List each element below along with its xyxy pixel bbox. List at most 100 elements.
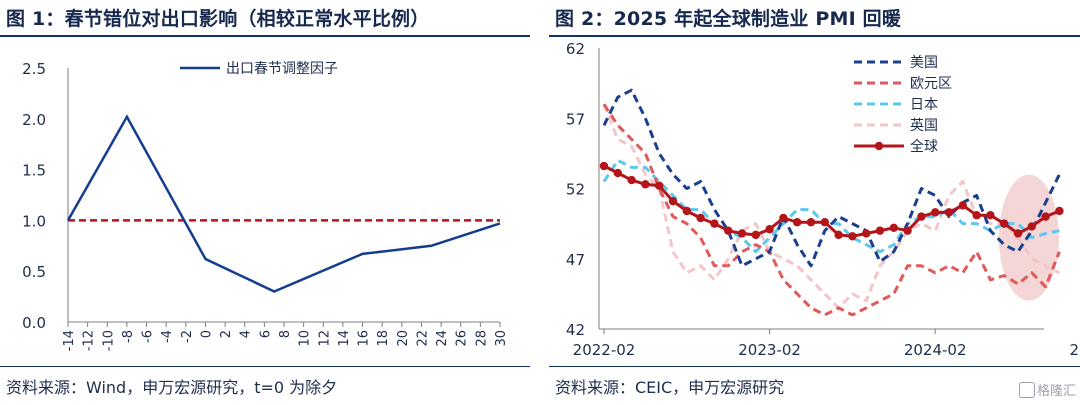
right-legend-label: 英国 (910, 117, 938, 134)
left-y-tick-label: 1.0 (22, 212, 46, 230)
right-series-marker (682, 206, 691, 216)
watermark: 格隆汇 (1018, 380, 1076, 399)
right-source-rule (549, 366, 1080, 367)
right-series-marker (806, 218, 816, 227)
right-y-tick-label: 42 (566, 321, 585, 339)
left-x-tick-label: -12 (82, 330, 97, 351)
left-chart-title: 图 1：春节错位对出口影响（相较正常水平比例） (6, 8, 430, 30)
left-y-tick-label: 0.5 (22, 263, 46, 281)
right-series-marker (834, 230, 843, 240)
right-series-line-1 (602, 103, 1061, 317)
right-series-line-0 (602, 88, 1061, 268)
left-x-tick-label: -4 (160, 330, 175, 343)
left-x-tick-label: 8 (278, 330, 293, 338)
right-y-tick-label: 57 (566, 110, 585, 128)
right-series-marker (599, 161, 609, 171)
right-series-line-4 (603, 164, 1060, 238)
right-legend-label: 欧元区 (910, 76, 952, 92)
right-series-marker (793, 218, 802, 227)
left-x-tick-label: 24 (435, 330, 450, 347)
right-chart: 42 47 52 57 62 2022-02 2023-02 2024-02 2025-02 美国… (566, 40, 1080, 359)
right-series-marker (917, 212, 926, 221)
right-legend-label: 美国 (910, 55, 938, 71)
right-y-tick-label: 62 (566, 40, 585, 58)
left-x-tick-label: 14 (337, 330, 352, 347)
left-x-tick-label: 2 (219, 330, 234, 338)
right-series-marker (710, 219, 719, 228)
left-series-line (66, 114, 501, 293)
right-series-marker (986, 210, 995, 220)
left-x-tick-label: 26 (455, 330, 470, 347)
right-x-tick-label: 2022-02 (573, 341, 636, 359)
right-series-marker (737, 229, 747, 238)
left-x-tick-label: -2 (180, 330, 195, 343)
right-series-marker (889, 223, 898, 233)
left-x-tick-label: 18 (376, 330, 391, 347)
right-series-marker (862, 229, 871, 238)
left-x-tick-label: 12 (317, 330, 332, 347)
right-series-marker (724, 226, 733, 235)
right-series-marker (958, 201, 967, 210)
right-series-marker (820, 218, 829, 227)
right-series-line-3 (602, 103, 1061, 310)
left-x-tick-label: -8 (121, 330, 136, 343)
right-series-marker (627, 175, 636, 185)
right-x-tick-label: 2025-02 (1069, 341, 1080, 359)
left-x-tick-label: 30 (494, 330, 509, 347)
right-series-marker (1055, 206, 1064, 216)
right-series-marker (931, 208, 940, 217)
right-series-marker (1027, 222, 1036, 231)
right-series-marker (1041, 212, 1050, 221)
right-legend-label: 日本 (910, 97, 938, 113)
right-chart-title: 图 2：2025 年起全球制造业 PMI 回暖 (555, 8, 902, 30)
right-source: 资料来源：CEIC，申万宏源研究 (555, 378, 785, 397)
right-series-marker (944, 208, 954, 217)
left-source: 资料来源：Wind，申万宏源研究，t=0 为除夕 (6, 378, 338, 397)
right-series-marker (779, 213, 788, 223)
right-series-marker (1000, 219, 1009, 228)
left-x-tick-label: 6 (258, 330, 273, 338)
watermark-text: 格隆汇 (1036, 384, 1076, 399)
left-y-tick-label: 1.5 (22, 162, 46, 180)
right-y-tick-label: 52 (566, 181, 585, 199)
right-series-marker (972, 210, 981, 220)
right-series-marker (641, 180, 650, 189)
left-x-tick-label: -6 (141, 330, 156, 343)
left-y-tick-label: 0.0 (22, 314, 46, 332)
right-x-tick-label: 2023-02 (738, 341, 801, 359)
left-legend-label: 出口春节调整因子 (226, 61, 338, 77)
left-title-rule (0, 35, 530, 37)
right-series-line-2 (602, 158, 1060, 254)
left-x-tick-label: 20 (396, 330, 411, 347)
right-series-marker (765, 225, 774, 234)
left-y-tick-label: 2.5 (22, 60, 46, 78)
left-panel: 图 1：春节错位对出口影响（相较正常水平比例） 0.0 0.5 1.0 1.5 2.0 2… (0, 0, 530, 405)
right-series-marker (655, 181, 664, 190)
right-legend-label: 全球 (910, 138, 938, 155)
left-chart: 0.00.51.01.52.02.5-14 -12 -10 -8 -6 -4 -2 0 2 4 6 8… (22, 60, 509, 351)
right-series-marker (1013, 229, 1023, 238)
glh-logo-icon (1018, 382, 1035, 398)
right-x-tick-label: 2024-02 (904, 341, 967, 359)
left-x-tick-label: 16 (357, 330, 372, 347)
right-panel: 图 2：2025 年起全球制造业 PMI 回暖 42 47 52 57 62 2022-0… (549, 0, 1080, 405)
left-x-tick-label: 22 (415, 330, 430, 347)
left-source-rule (0, 366, 530, 367)
right-series-marker (696, 213, 705, 223)
left-x-tick-label: -14 (62, 330, 77, 351)
left-x-tick-label: 10 (298, 330, 313, 347)
right-legend-marker (874, 141, 884, 151)
left-x-tick-label: 28 (474, 330, 489, 347)
left-x-tick-label: 0 (199, 330, 214, 338)
right-series-marker (668, 196, 678, 206)
right-series-marker (848, 232, 857, 241)
left-y-tick-label: 2.0 (22, 111, 46, 129)
right-title-rule (549, 35, 1080, 37)
left-x-tick-label: -10 (101, 330, 116, 351)
right-y-tick-label: 47 (566, 251, 585, 269)
right-series-marker (751, 230, 760, 240)
right-series-marker (613, 168, 622, 178)
right-series-marker (875, 226, 885, 235)
right-series-marker (903, 226, 912, 235)
left-x-tick-label: 4 (239, 330, 254, 338)
